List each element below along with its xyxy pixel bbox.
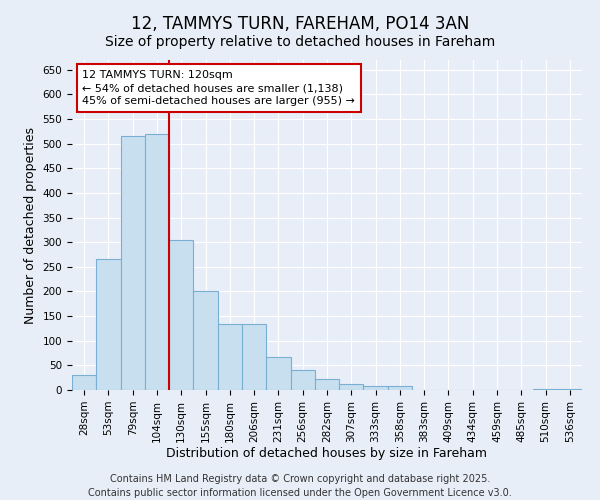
Bar — [193, 292, 218, 390]
Bar — [242, 324, 266, 390]
Bar — [364, 386, 388, 390]
Bar — [121, 136, 145, 390]
Bar — [339, 384, 364, 390]
X-axis label: Distribution of detached houses by size in Fareham: Distribution of detached houses by size … — [167, 448, 487, 460]
Bar — [96, 260, 121, 390]
Bar — [266, 357, 290, 390]
Text: 12, TAMMYS TURN, FAREHAM, PO14 3AN: 12, TAMMYS TURN, FAREHAM, PO14 3AN — [131, 15, 469, 33]
Bar — [290, 370, 315, 390]
Bar — [218, 324, 242, 390]
Text: 12 TAMMYS TURN: 120sqm
← 54% of detached houses are smaller (1,138)
45% of semi-: 12 TAMMYS TURN: 120sqm ← 54% of detached… — [82, 70, 355, 106]
Text: Size of property relative to detached houses in Fareham: Size of property relative to detached ho… — [105, 35, 495, 49]
Bar — [169, 240, 193, 390]
Y-axis label: Number of detached properties: Number of detached properties — [24, 126, 37, 324]
Bar — [72, 375, 96, 390]
Text: Contains HM Land Registry data © Crown copyright and database right 2025.
Contai: Contains HM Land Registry data © Crown c… — [88, 474, 512, 498]
Bar — [533, 388, 558, 390]
Bar — [558, 388, 582, 390]
Bar — [388, 386, 412, 390]
Bar — [145, 134, 169, 390]
Bar — [315, 379, 339, 390]
